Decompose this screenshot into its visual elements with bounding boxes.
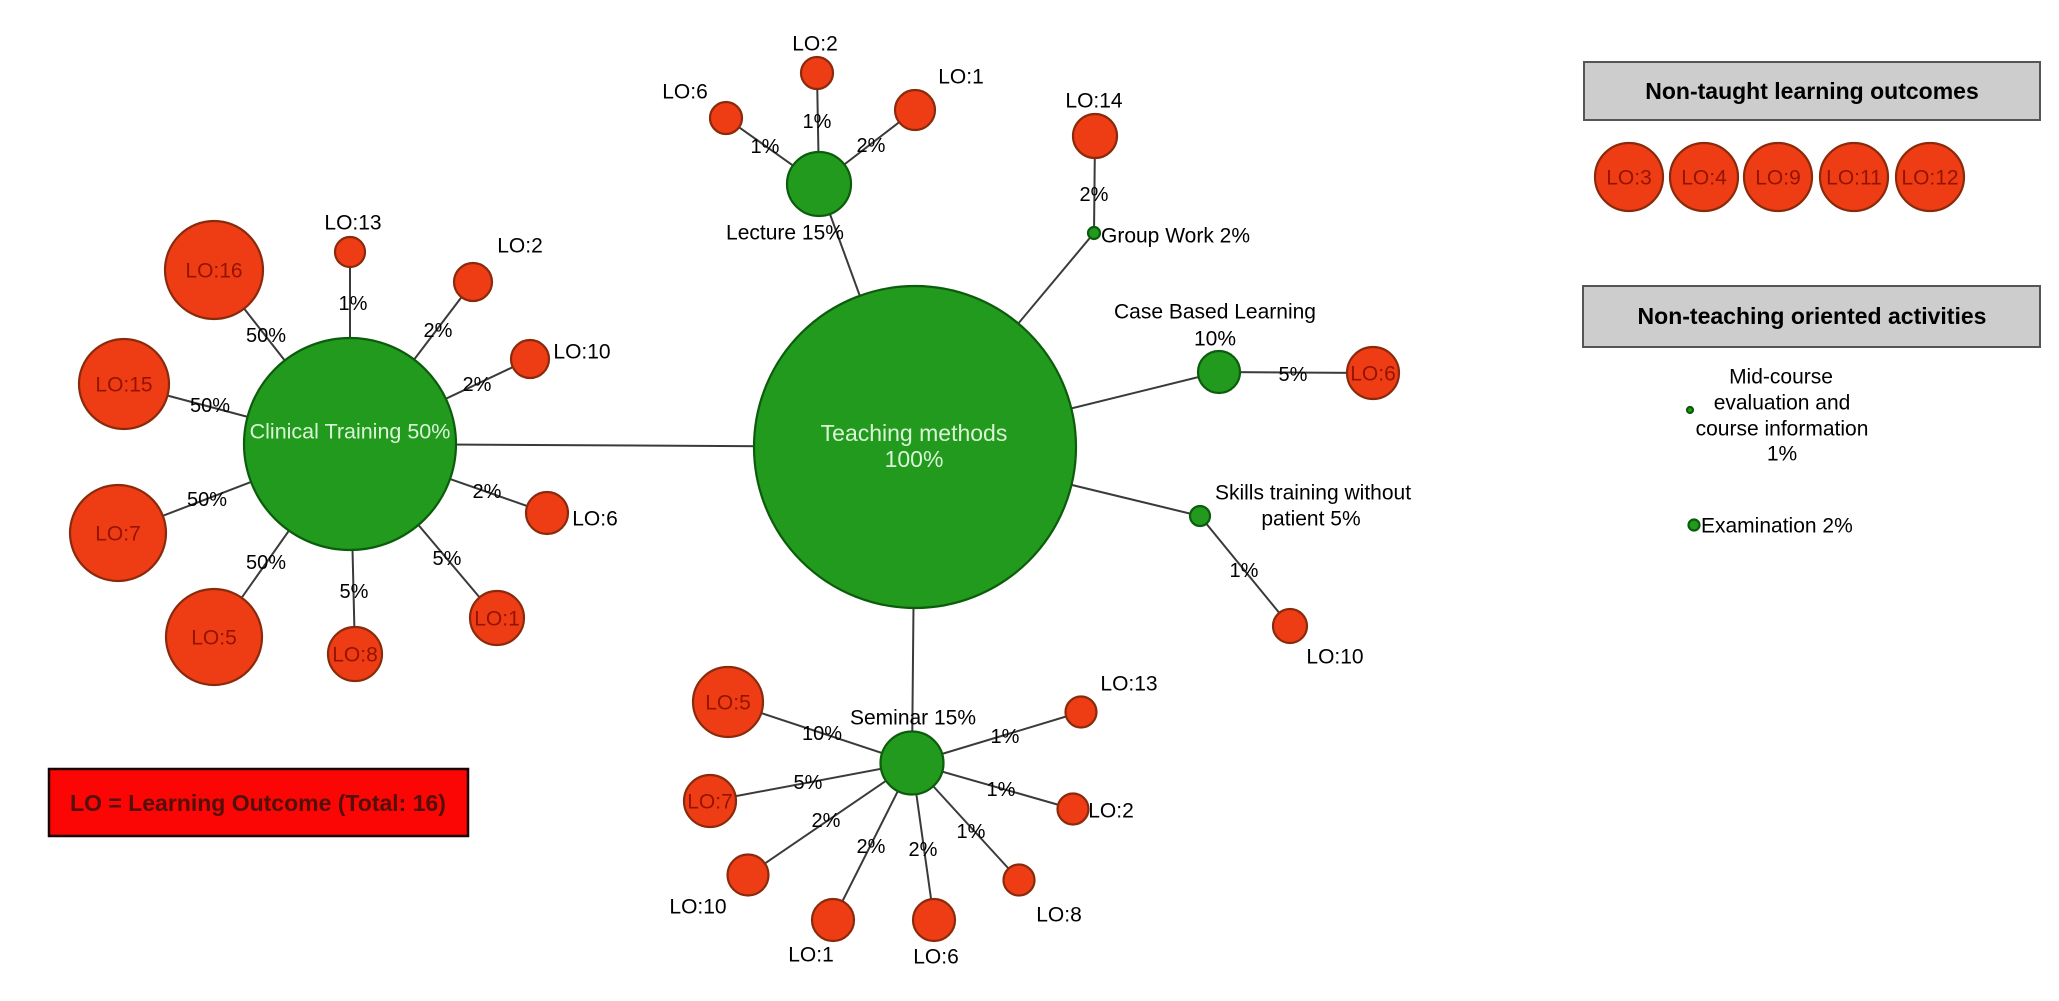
svg-text:1%: 1% [1767,442,1797,465]
svg-text:LO:12: LO:12 [1901,166,1958,189]
svg-text:evaluation and: evaluation and [1714,391,1851,414]
svg-text:LO:6: LO:6 [572,507,618,530]
svg-text:50%: 50% [246,325,286,347]
svg-text:5%: 5% [433,548,462,570]
svg-text:LO:10: LO:10 [669,895,726,918]
svg-text:LO:14: LO:14 [1065,89,1123,112]
svg-text:Teaching methods: Teaching methods [821,420,1008,446]
svg-text:Non-teaching oriented activiti: Non-teaching oriented activities [1638,303,1987,329]
svg-text:2%: 2% [909,839,938,861]
svg-text:LO:2: LO:2 [1088,799,1134,822]
svg-text:2%: 2% [424,320,453,342]
svg-text:5%: 5% [340,581,369,603]
svg-text:LO:13: LO:13 [1100,672,1157,695]
svg-text:LO:10: LO:10 [1306,645,1363,668]
svg-text:100%: 100% [885,446,944,472]
svg-text:LO:2: LO:2 [497,234,543,257]
svg-text:50%: 50% [187,489,227,511]
svg-text:1%: 1% [751,136,780,158]
svg-text:1%: 1% [1230,560,1259,582]
svg-text:Skills training without: Skills training without [1215,481,1411,504]
svg-text:patient 5%: patient 5% [1261,507,1360,530]
svg-text:1%: 1% [991,726,1020,748]
svg-text:LO:3: LO:3 [1606,166,1652,189]
svg-text:LO:4: LO:4 [1681,166,1727,189]
svg-text:Mid-course: Mid-course [1729,365,1833,388]
svg-text:LO = Learning Outcome (Total:: LO = Learning Outcome (Total: 16) [70,790,446,816]
svg-text:LO:2: LO:2 [792,32,838,55]
svg-text:LO:7: LO:7 [95,522,141,545]
svg-text:LO:6: LO:6 [1350,362,1396,385]
svg-text:Seminar 15%: Seminar 15% [850,706,976,729]
svg-text:Non-taught learning outcomes: Non-taught learning outcomes [1645,78,1979,104]
svg-text:2%: 2% [463,374,492,396]
svg-text:course information: course information [1696,417,1869,440]
svg-text:LO:1: LO:1 [474,607,520,630]
svg-text:Lecture 15%: Lecture 15% [726,221,844,244]
svg-text:LO:6: LO:6 [913,945,959,968]
svg-text:50%: 50% [190,395,230,417]
svg-text:50%: 50% [246,552,286,574]
svg-text:Examination 2%: Examination 2% [1701,514,1853,537]
svg-text:Group Work 2%: Group Work 2% [1101,224,1250,247]
svg-text:LO:13: LO:13 [324,211,381,234]
svg-text:2%: 2% [857,836,886,858]
svg-text:1%: 1% [957,821,986,843]
svg-text:10%: 10% [802,723,842,745]
svg-text:2%: 2% [1080,184,1109,206]
svg-text:LO:6: LO:6 [662,80,708,103]
svg-text:1%: 1% [803,111,832,133]
svg-text:10%: 10% [1194,327,1236,350]
svg-text:LO:5: LO:5 [705,691,751,714]
svg-text:1%: 1% [339,293,368,315]
svg-text:LO:5: LO:5 [191,626,237,649]
svg-text:LO:16: LO:16 [185,259,242,282]
svg-text:2%: 2% [857,135,886,157]
svg-text:LO:11: LO:11 [1826,166,1882,189]
svg-text:2%: 2% [473,481,502,503]
svg-text:Case Based Learning: Case Based Learning [1114,300,1316,323]
svg-text:5%: 5% [1279,364,1308,386]
svg-text:LO:15: LO:15 [95,373,152,396]
svg-text:1%: 1% [987,779,1016,801]
svg-text:LO:10: LO:10 [553,340,610,363]
svg-text:LO:8: LO:8 [332,643,378,666]
svg-text:Clinical Training 50%: Clinical Training 50% [250,420,451,444]
svg-text:LO:1: LO:1 [938,65,984,88]
svg-text:LO:7: LO:7 [687,790,733,813]
svg-text:5%: 5% [794,772,823,794]
svg-text:LO:9: LO:9 [1755,166,1801,189]
svg-text:LO:1: LO:1 [788,943,834,966]
svg-text:2%: 2% [812,810,841,832]
svg-text:LO:8: LO:8 [1036,903,1082,926]
